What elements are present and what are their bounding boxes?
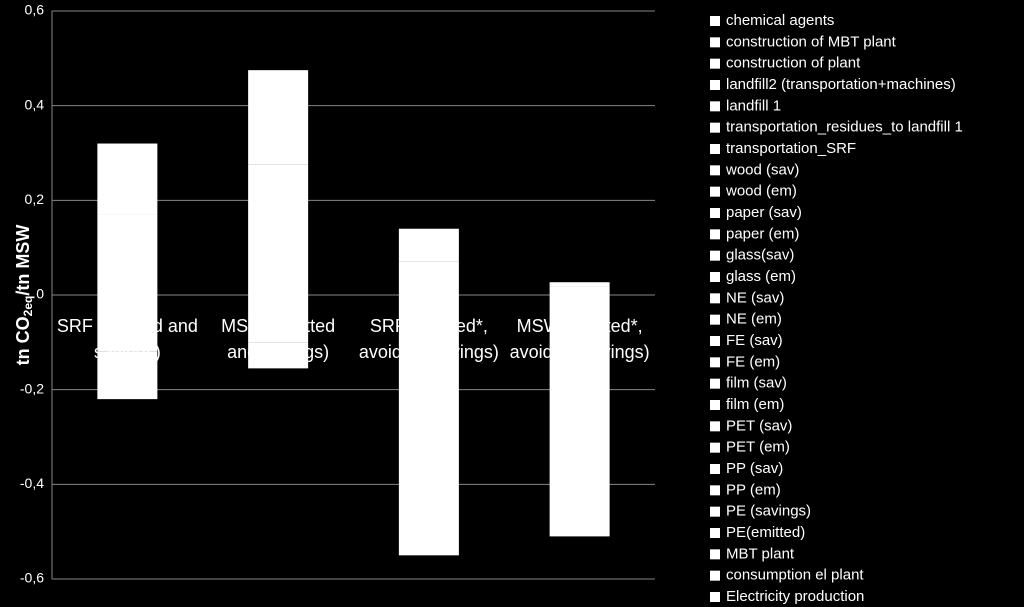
legend-label: PE (savings)	[726, 503, 811, 520]
bar-segment	[97, 143, 158, 215]
legend-swatch	[710, 293, 720, 304]
bar-segment	[97, 214, 158, 295]
legend-swatch	[710, 165, 720, 176]
legend-label: landfill 1	[726, 97, 781, 114]
legend-swatch	[710, 208, 720, 218]
legend-swatch	[710, 378, 720, 389]
y-tick-label: -0,4	[20, 475, 44, 491]
legend-label: transportation_residues_to landfill 1	[726, 119, 963, 136]
legend-swatch	[710, 400, 720, 410]
legend-swatch	[710, 336, 720, 346]
legend-label: transportation_SRF	[726, 140, 856, 157]
bar-segment	[97, 295, 158, 352]
legend-swatch	[710, 570, 720, 581]
legend-label: PET (sav)	[726, 417, 792, 434]
bar-segment	[248, 295, 309, 343]
legend-swatch	[710, 485, 720, 496]
y-axis-label: tn CO2eq/tn MSW	[13, 225, 35, 366]
legend-label: construction of MBT plant	[726, 33, 897, 50]
legend-swatch	[710, 80, 720, 90]
legend-label: NE (em)	[726, 311, 782, 328]
legend-label: glass (em)	[726, 268, 796, 285]
legend-label: landfill2 (transportation+machines)	[726, 76, 956, 93]
bar-segment	[549, 437, 610, 537]
bar-segment	[398, 228, 459, 262]
legend-label: PP (sav)	[726, 460, 783, 477]
legend-swatch	[710, 592, 720, 602]
legend-label: FE (sav)	[726, 332, 783, 349]
bar-segment	[248, 70, 309, 165]
y-tick-label: 0,4	[25, 96, 45, 112]
legend-swatch	[710, 58, 720, 69]
y-tick-label: -0,6	[20, 570, 44, 586]
legend-swatch	[710, 37, 720, 48]
bar-segment	[97, 351, 158, 400]
legend-label: NE (sav)	[726, 289, 784, 306]
legend-swatch	[710, 16, 720, 26]
legend-label: PP (em)	[726, 481, 781, 498]
legend-label: chemical agents	[726, 12, 834, 29]
legend-swatch	[710, 186, 720, 197]
bar-segment	[248, 164, 309, 295]
bar-segment	[549, 286, 610, 295]
legend-label: PE(emitted)	[726, 524, 805, 541]
legend-swatch	[710, 314, 720, 325]
legend-label: wood (em)	[725, 183, 797, 200]
legend-label: construction of plant	[726, 55, 861, 72]
bar-segment	[398, 437, 459, 556]
legend-label: FE (em)	[726, 353, 780, 370]
bar-segment	[248, 342, 309, 369]
bar-segment	[549, 295, 610, 437]
bar-segment	[398, 295, 459, 437]
legend-swatch	[710, 250, 720, 261]
legend-swatch	[710, 122, 720, 133]
legend-swatch	[710, 229, 720, 240]
legend-label: MBT plant	[726, 545, 795, 562]
legend-swatch	[710, 549, 720, 560]
legend-label: consumption el plant	[726, 567, 864, 584]
legend-swatch	[710, 357, 720, 368]
y-tick-label: 0	[36, 286, 44, 302]
bar-segment	[549, 282, 610, 287]
y-tick-label: 0,2	[25, 191, 45, 207]
legend-label: glass(sav)	[726, 247, 794, 264]
legend-swatch	[710, 144, 720, 154]
legend-label: film (sav)	[726, 375, 787, 392]
legend-swatch	[710, 421, 720, 432]
bar-segment	[398, 261, 459, 295]
y-label-part: tn CO	[13, 316, 33, 365]
legend-swatch	[710, 528, 720, 538]
y-label-sub: 2eq	[21, 296, 35, 317]
legend-label: paper (sav)	[726, 204, 802, 221]
legend-label: PET (em)	[726, 439, 790, 456]
y-label-part: /tn MSW	[13, 225, 33, 296]
legend-swatch	[710, 464, 720, 474]
legend-label: paper (em)	[726, 225, 799, 242]
legend-label: wood (sav)	[725, 161, 799, 178]
legend-swatch	[710, 506, 720, 517]
legend-label: Electricity production	[726, 588, 864, 605]
legend-swatch	[710, 101, 720, 112]
legend-swatch	[710, 272, 720, 282]
legend-label: film (em)	[726, 396, 784, 413]
y-tick-label: 0,6	[25, 2, 45, 18]
legend-swatch	[710, 442, 720, 453]
y-tick-label: -0,2	[20, 380, 44, 396]
